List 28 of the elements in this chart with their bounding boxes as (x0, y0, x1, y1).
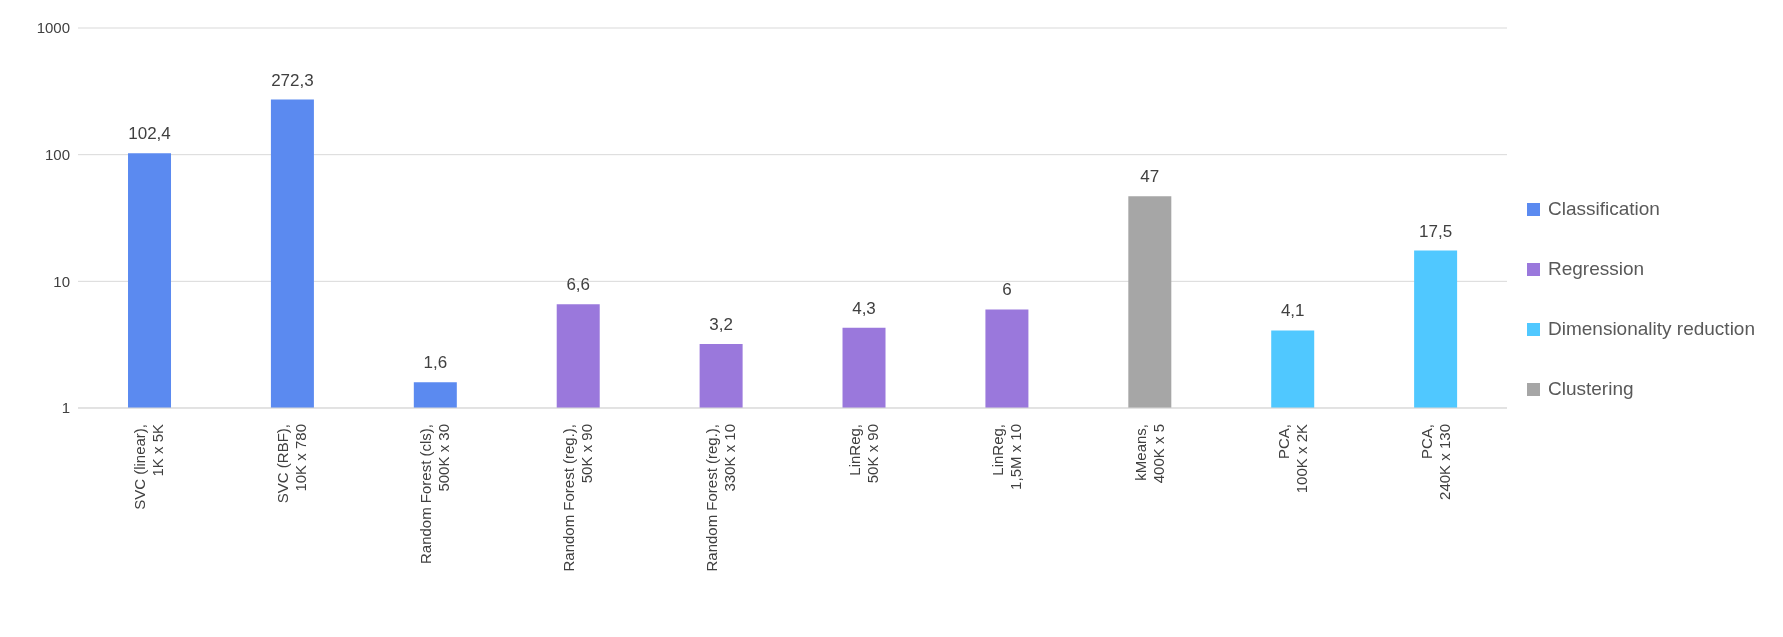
data-label: 102,4 (128, 124, 171, 144)
data-label: 6 (1002, 280, 1012, 300)
x-tick-label: SVC (RBF), 10K x 780 (274, 424, 310, 504)
x-tick-label: LinReg, 50K x 90 (845, 424, 881, 484)
legend-label: Dimensionality reduction (1548, 318, 1755, 340)
data-label: 47 (1140, 167, 1160, 187)
data-label: 3,2 (709, 315, 733, 335)
y-tick-label: 1 (61, 399, 70, 417)
x-tick-label: PCA, 100K x 2K (1274, 424, 1310, 494)
data-label: 6,6 (566, 275, 591, 295)
x-tick-label: Random Forest (cls), 500K x 30 (417, 424, 453, 565)
data-label: 272,3 (271, 70, 314, 90)
data-label: 4,1 (1280, 301, 1305, 321)
x-tick-label: LinReg, 1,5M x 10 (988, 424, 1024, 490)
x-tick-label: SVC (linear), 1K x 5K (131, 424, 167, 510)
legend-label: Clustering (1548, 378, 1634, 400)
y-tick-label: 10 (53, 272, 70, 290)
x-tick-label: PCA, 240K x 130 (1417, 424, 1453, 500)
x-tick-label: kMeans, 400K x 5 (1131, 424, 1167, 484)
y-tick-label: 1000 (36, 19, 70, 37)
legend-label: Classification (1548, 198, 1660, 220)
x-tick-label: Random Forest (reg.), 50K x 90 (560, 424, 596, 572)
data-label: 17,5 (1419, 221, 1453, 241)
data-label: 4,3 (852, 298, 876, 318)
data-label: 1,6 (423, 353, 448, 373)
legend-label: Regression (1548, 258, 1645, 280)
y-tick-label: 100 (44, 145, 70, 163)
x-tick-label: Random Forest (reg.), 330K x 10 (703, 424, 739, 572)
